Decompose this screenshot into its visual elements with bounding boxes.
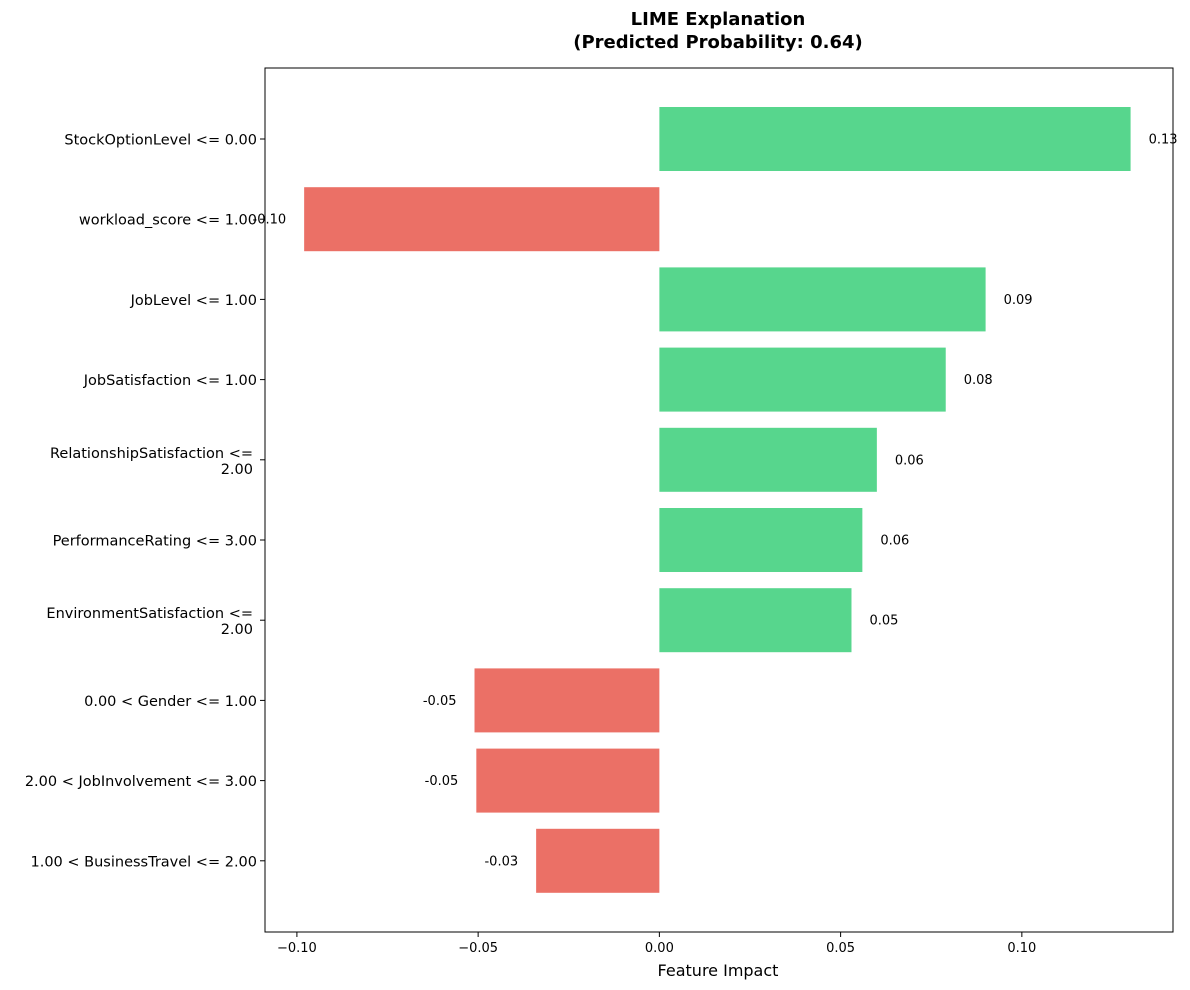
- bar-7: [474, 668, 660, 733]
- value-label-8: -0.05: [425, 774, 459, 789]
- bar-2: [659, 267, 986, 332]
- y-tick-label-9: 1.00 < BusinessTravel <= 2.00: [31, 854, 258, 870]
- x-tick-label-4: 0.10: [1007, 941, 1036, 956]
- bar-9: [536, 828, 660, 893]
- y-tick-label-1: workload_score <= 1.00: [79, 213, 257, 229]
- chart-title-line-1: LIME Explanation: [631, 9, 806, 30]
- x-tick-label-0: −0.10: [277, 941, 317, 956]
- x-axis-label: Feature Impact: [658, 961, 779, 980]
- x-tick-label-2: 0.00: [645, 941, 674, 956]
- bar-5: [659, 508, 863, 572]
- bar-4: [659, 427, 877, 492]
- bar-3: [659, 347, 946, 412]
- y-axis: StockOptionLevel <= 0.00 workload_score <…: [25, 133, 265, 870]
- y-tick-label-7: 0.00 < Gender <= 1.00: [84, 694, 257, 710]
- y-tick-label-3: JobSatisfaction <= 1.00: [83, 373, 257, 389]
- chart-title-line-2: (Predicted Probability: 0.64): [573, 32, 863, 53]
- y-tick-label-5: PerformanceRating <= 3.00: [53, 534, 257, 550]
- bar-1: [304, 187, 660, 252]
- value-label-3: 0.08: [964, 373, 993, 388]
- x-tick-label-3: 0.05: [826, 941, 855, 956]
- y-tick-label-8: 2.00 < JobInvolvement <= 3.00: [25, 774, 257, 790]
- value-label-7: -0.05: [423, 694, 457, 709]
- value-label-4: 0.06: [895, 453, 924, 468]
- value-label-2: 0.09: [1004, 293, 1033, 308]
- y-tick-label-6: EnvironmentSatisfaction <= 2.00: [46, 606, 253, 638]
- bar-0: [659, 107, 1131, 171]
- y-tick-label-2: JobLevel <= 1.00: [130, 293, 257, 309]
- x-axis: −0.10 −0.05 0.00 0.05 0.10: [277, 932, 1036, 956]
- value-labels-layer: 0.13 -0.10 0.09 0.08 0.06 0.06 0.05 -0.05 -0.05 -…: [253, 133, 1178, 870]
- y-tick-label-4: RelationshipSatisfaction <= 2.00: [50, 446, 253, 478]
- value-label-5: 0.06: [880, 534, 909, 549]
- bars-layer: [304, 107, 1131, 893]
- value-label-0: 0.13: [1149, 133, 1178, 148]
- plot-frame: [264, 67, 1174, 933]
- bar-6: [659, 588, 852, 653]
- bar-8: [476, 748, 660, 813]
- y-tick-label-0: StockOptionLevel <= 0.00: [64, 133, 257, 149]
- x-tick-label-1: −0.05: [458, 941, 498, 956]
- value-label-1: -0.10: [253, 213, 287, 228]
- value-label-9: -0.03: [484, 854, 518, 869]
- value-label-6: 0.05: [869, 614, 898, 629]
